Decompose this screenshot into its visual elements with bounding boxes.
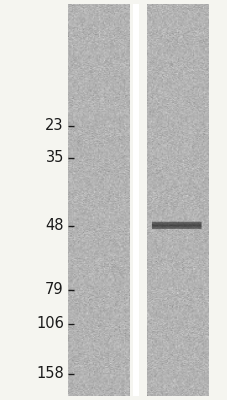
Text: 158: 158 — [36, 366, 64, 382]
Text: 106: 106 — [36, 316, 64, 332]
Bar — [132, 4, 138, 396]
Text: 23: 23 — [45, 118, 64, 134]
Text: 79: 79 — [45, 282, 64, 298]
Text: 35: 35 — [45, 150, 64, 166]
Text: 48: 48 — [45, 218, 64, 234]
